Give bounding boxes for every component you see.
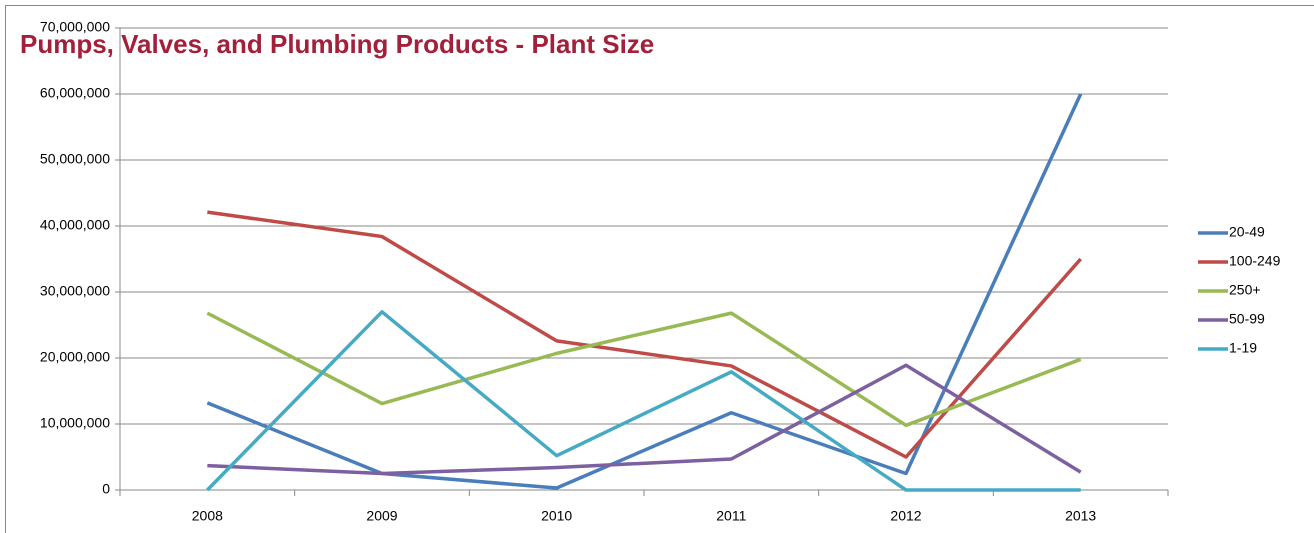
x-tick-label: 2010 xyxy=(541,508,572,524)
y-tick-label: 30,000,000 xyxy=(40,283,110,299)
x-tick-label: 2011 xyxy=(716,508,746,524)
chart-title: Pumps, Valves, and Plumbing Products - P… xyxy=(20,29,654,59)
legend-label: 250+ xyxy=(1229,282,1261,298)
y-tick-label: 20,000,000 xyxy=(40,349,110,365)
y-tick-label: 50,000,000 xyxy=(40,151,110,167)
legend-label: 20-49 xyxy=(1229,224,1265,240)
x-tick-label: 2012 xyxy=(890,508,921,524)
legend-label: 100-249 xyxy=(1229,253,1281,269)
series-line xyxy=(206,311,1082,428)
legend-label: 50-99 xyxy=(1229,311,1265,327)
chart-border xyxy=(5,5,1314,533)
y-tick-label: 40,000,000 xyxy=(40,217,110,233)
series-line xyxy=(206,310,1081,492)
series-line xyxy=(207,363,1082,476)
y-tick-label: 60,000,000 xyxy=(40,85,110,101)
y-tick-label: 10,000,000 xyxy=(40,415,110,431)
x-tick-label: 2008 xyxy=(192,508,223,524)
y-tick-label: 70,000,000 xyxy=(40,19,110,35)
x-tick-label: 2009 xyxy=(366,508,397,524)
series-line xyxy=(206,93,1083,490)
x-tick-label: 2013 xyxy=(1065,508,1096,524)
series-line xyxy=(207,210,1082,459)
y-tick-label: 0 xyxy=(102,481,110,497)
legend-label: 1-19 xyxy=(1229,340,1257,356)
